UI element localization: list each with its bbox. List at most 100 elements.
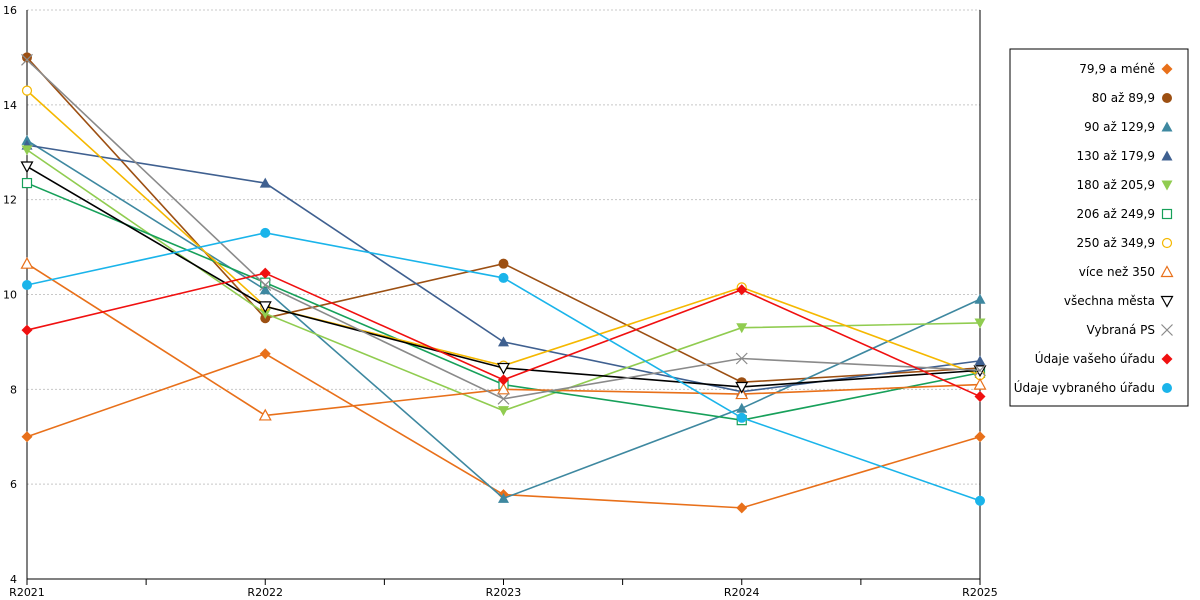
data-point <box>22 52 32 63</box>
data-point <box>21 177 33 189</box>
data-point <box>735 381 749 394</box>
legend-marker <box>1161 150 1173 161</box>
legend-marker <box>1161 208 1173 220</box>
data-point <box>736 284 748 296</box>
y-tick-label: 12 <box>3 194 17 207</box>
data-point <box>259 279 272 291</box>
data-point <box>259 308 271 319</box>
data-point <box>496 362 511 375</box>
legend-label: 79,9 a méně <box>1079 62 1155 76</box>
data-point <box>258 301 272 314</box>
data-point <box>974 355 986 366</box>
legend-marker <box>1160 265 1174 278</box>
data-point <box>496 382 511 395</box>
legend-label: 130 až 179,9 <box>1076 149 1155 163</box>
data-point <box>736 412 747 423</box>
legend-label: všechna města <box>1064 294 1155 308</box>
series-11 <box>21 267 986 402</box>
legend-box <box>1009 48 1189 407</box>
legend-marker <box>1160 295 1174 308</box>
y-tick-label: 14 <box>3 99 17 112</box>
legend-item: více než 350 <box>1079 265 1174 279</box>
data-point <box>259 348 271 360</box>
data-point <box>974 293 986 304</box>
legend-label: 180 až 205,9 <box>1076 178 1155 192</box>
y-tick-label: 4 <box>10 573 17 586</box>
data-point <box>973 377 987 390</box>
legend-label: Údaje vašeho úřadu <box>1035 351 1155 366</box>
data-point <box>974 318 986 329</box>
x-tick-label: R2024 <box>724 586 760 599</box>
data-point <box>735 352 748 365</box>
legend-item: 206 až 249,9 <box>1076 207 1173 221</box>
data-point <box>260 227 271 238</box>
x-tick-label: R2023 <box>486 586 522 599</box>
data-point <box>736 402 748 413</box>
data-point <box>498 406 509 417</box>
data-point <box>21 53 33 66</box>
data-point <box>21 431 33 443</box>
legend-marker <box>1161 180 1173 191</box>
data-point <box>736 502 748 514</box>
data-point <box>497 392 510 405</box>
legend-marker <box>1161 324 1173 336</box>
legend-marker <box>1162 383 1172 393</box>
data-point <box>498 336 509 347</box>
legend-label: více než 350 <box>1079 265 1155 279</box>
legend-label: 250 až 349,9 <box>1076 236 1155 250</box>
x-tick-label: R2022 <box>247 586 283 599</box>
data-point <box>20 161 34 174</box>
legend-label: Údaje vybraného úřadu <box>1014 380 1155 395</box>
data-point <box>259 284 271 295</box>
y-tick-label: 16 <box>3 4 17 17</box>
y-tick-label: 10 <box>3 289 17 302</box>
legend-item: 130 až 179,9 <box>1076 149 1173 163</box>
series-7 <box>21 85 986 381</box>
data-point <box>975 495 985 506</box>
data-point <box>259 177 271 188</box>
legend-label: 206 až 249,9 <box>1076 207 1155 221</box>
data-point <box>21 85 33 96</box>
legend-item: 180 až 205,9 <box>1076 178 1173 192</box>
x-tick-label: R2021 <box>9 586 45 599</box>
series-group <box>20 52 987 514</box>
y-tick-label: 8 <box>10 383 17 396</box>
series-3 <box>21 134 986 503</box>
data-point <box>22 280 32 291</box>
axis-ticks: 4 6 8 10 12 14 16 R2021 R2022 R2023 R2024 R2025 <box>3 4 998 599</box>
legend: 79,9 a méně 80 až 89,9 90 až 129,9 130 až 1… <box>1009 48 1189 407</box>
legend-item: 250 až 349,9 <box>1076 236 1173 250</box>
data-point <box>498 492 509 503</box>
series-12 <box>22 227 985 506</box>
legend-item: 90 až 129,9 <box>1084 120 1173 134</box>
x-tick-label: R2025 <box>962 586 998 599</box>
legend-marker <box>1162 93 1172 103</box>
data-point <box>21 324 33 336</box>
legend-label: Vybraná PS <box>1086 323 1155 337</box>
legend-item: Vybraná PS <box>1086 323 1173 337</box>
data-point <box>974 431 986 443</box>
legend-label: 80 až 89,9 <box>1092 91 1155 105</box>
data-point <box>498 272 509 283</box>
legend-item: Údaje vybraného úřadu <box>1014 380 1172 395</box>
legend-item: 79,9 a méně <box>1079 62 1173 76</box>
legend-item: 80 až 89,9 <box>1092 91 1172 105</box>
legend-label: 90 až 129,9 <box>1084 120 1155 134</box>
data-point <box>498 258 509 269</box>
data-point <box>20 256 34 269</box>
data-point <box>258 408 272 421</box>
legend-marker <box>1161 63 1173 75</box>
legend-item: všechna města <box>1064 294 1174 308</box>
data-point <box>21 145 33 156</box>
series-10 <box>21 53 986 405</box>
legend-marker <box>1161 237 1173 249</box>
y-tick-label: 6 <box>10 478 17 491</box>
legend-marker <box>1161 353 1173 365</box>
legend-item: Údaje vašeho úřadu <box>1035 351 1173 366</box>
data-point <box>736 323 748 334</box>
data-point <box>498 374 509 386</box>
data-point <box>259 267 271 279</box>
legend-marker <box>1161 121 1173 132</box>
data-point <box>974 390 986 402</box>
